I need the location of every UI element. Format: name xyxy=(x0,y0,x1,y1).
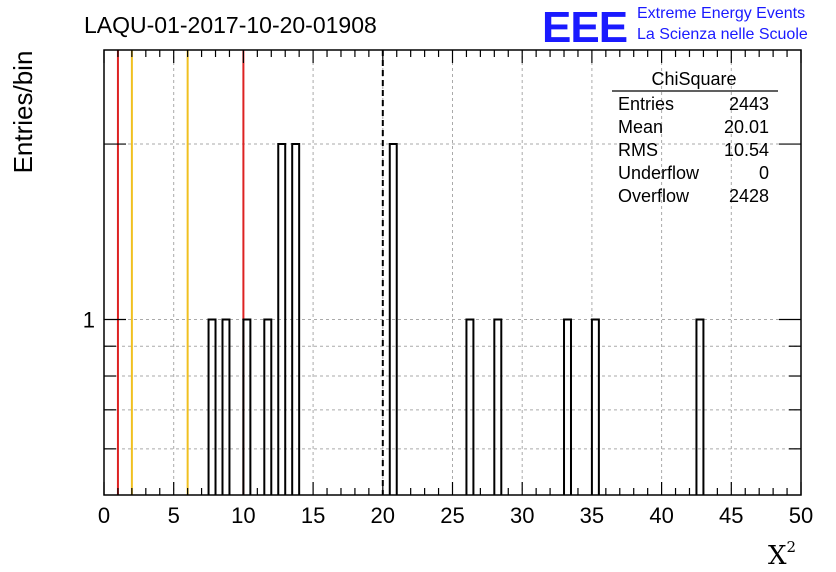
chart-title: LAQU-01-2017-10-20-01908 xyxy=(84,12,377,38)
histogram-bar xyxy=(493,318,503,495)
stats-row-value: 0 xyxy=(759,163,769,183)
y-tick-label: 1 xyxy=(83,308,95,333)
histogram-bar xyxy=(277,143,287,495)
y-tick-labels: 1 xyxy=(83,308,95,333)
stats-row-label: Mean xyxy=(618,117,663,137)
stats-row-label: RMS xyxy=(618,140,658,160)
stats-rows: Entries 2443 Mean 20.01 RMS 10.54 Underflow 0 Ov… xyxy=(618,94,769,206)
histogram-bar xyxy=(590,318,600,495)
x-tick-label: 45 xyxy=(719,503,743,528)
x-axis-label: X2 xyxy=(768,538,796,571)
stats-box: ChiSquare Entries 2443 Mean 20.01 RMS 10.54 Un… xyxy=(612,69,778,206)
y-axis-label: Entries/bin xyxy=(8,51,38,174)
x-tick-label: 25 xyxy=(440,503,464,528)
x-tick-label: 40 xyxy=(649,503,673,528)
x-tick-label: 15 xyxy=(301,503,325,528)
eee-logo: EEE Extreme Energy Events La Scienza nel… xyxy=(542,3,808,52)
histogram-bar xyxy=(695,318,705,495)
x-axis-label-superscript: 2 xyxy=(787,538,797,556)
histogram-bar xyxy=(388,143,398,495)
x-tick-labels: 0 5 10 15 20 25 30 35 40 45 50 xyxy=(98,503,813,528)
x-tick-label: 35 xyxy=(580,503,604,528)
x-tick-label: 10 xyxy=(231,503,255,528)
logo-mark: EEE xyxy=(542,3,627,52)
stats-box-title: ChiSquare xyxy=(651,69,736,89)
stats-row-value: 10.54 xyxy=(724,140,769,160)
stats-row-label: Underflow xyxy=(618,163,700,183)
stats-row-value: 20.01 xyxy=(724,117,769,137)
histogram-bar xyxy=(242,318,252,495)
logo-line-1: Extreme Energy Events xyxy=(637,5,805,22)
x-tick-label: 20 xyxy=(371,503,395,528)
x-tick-label: 50 xyxy=(789,503,813,528)
stats-row-value: 2443 xyxy=(729,94,769,114)
logo-line-2: La Scienza nelle Scuole xyxy=(637,26,808,43)
histogram-bar xyxy=(291,143,301,495)
stats-row-label: Entries xyxy=(618,94,674,114)
histogram-bars xyxy=(207,143,705,495)
x-tick-label: 0 xyxy=(98,503,110,528)
stats-row-label: Overflow xyxy=(618,186,690,206)
histogram-bar xyxy=(207,318,217,495)
histogram-bar xyxy=(263,318,273,495)
stats-row-value: 2428 xyxy=(729,186,769,206)
histogram-bar xyxy=(465,318,475,495)
axis-ticks xyxy=(103,50,802,495)
x-tick-label: 30 xyxy=(510,503,534,528)
histogram-bar xyxy=(221,318,231,495)
histogram-bar xyxy=(563,318,572,495)
x-tick-label: 5 xyxy=(168,503,180,528)
